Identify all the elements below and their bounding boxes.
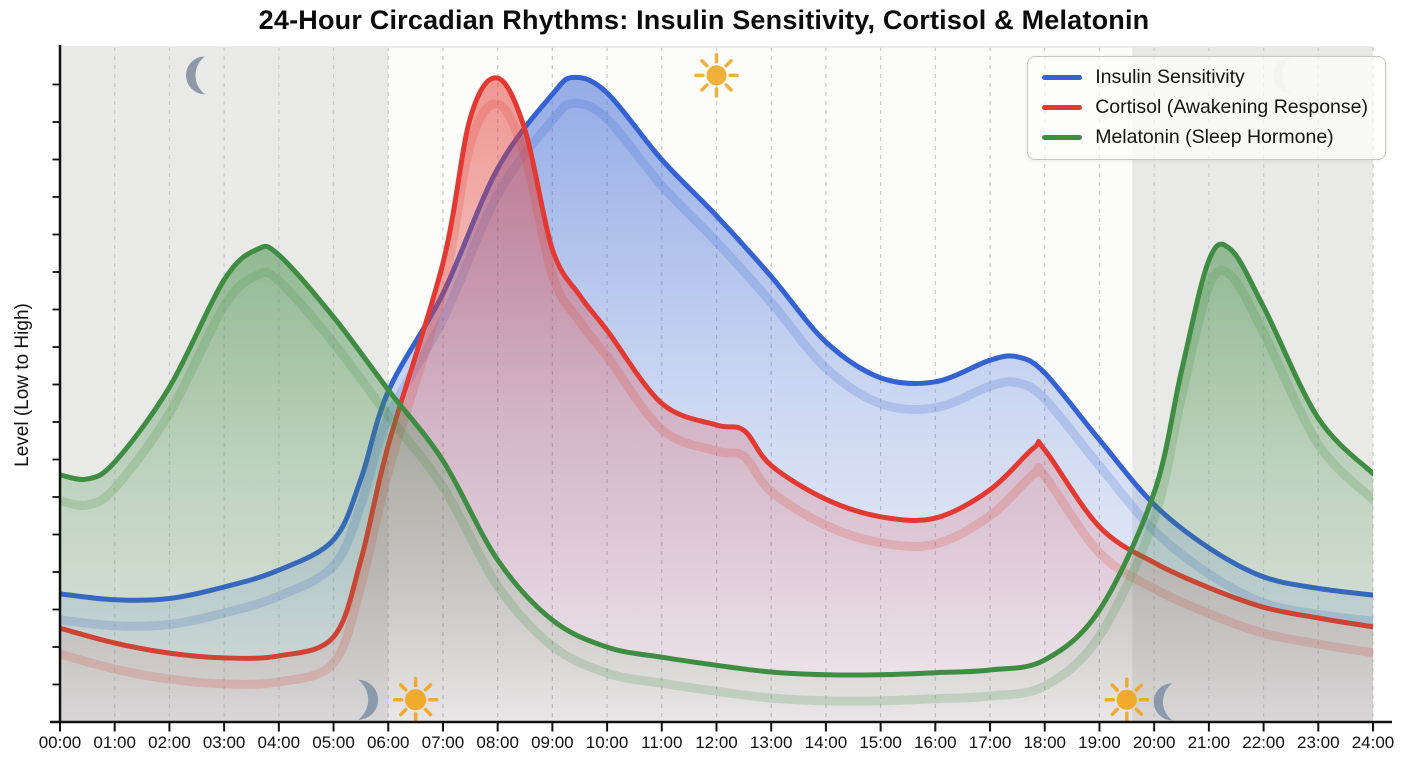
sun-body — [1116, 689, 1137, 710]
sun-ray — [1134, 707, 1144, 717]
x-tick-label: 10:00 — [586, 733, 629, 752]
legend-swatch-line — [1042, 105, 1083, 110]
x-tick-label: 08:00 — [476, 733, 519, 752]
legend-item: Insulin Sensitivity — [1042, 66, 1368, 89]
series-echo-3 — [60, 265, 1373, 706]
x-tick-label: 12:00 — [695, 733, 738, 752]
legend-item: Cortisol (Awakening Response) — [1042, 96, 1368, 119]
x-tick-label: 09:00 — [531, 733, 574, 752]
sun-icon — [392, 676, 439, 723]
x-tick-label: 17:00 — [969, 733, 1012, 752]
x-tick-label: 05:00 — [312, 733, 355, 752]
legend-item: Melatonin (Sleep Hormone) — [1042, 126, 1368, 149]
sun-ray — [423, 707, 433, 717]
sun-ray — [398, 683, 408, 692]
legend-swatch-line — [1042, 75, 1083, 80]
sun-body — [706, 65, 727, 86]
x-tick-label: 18:00 — [1023, 733, 1066, 752]
x-tick-label: 07:00 — [422, 733, 465, 752]
legend-item-label: Melatonin (Sleep Hormone) — [1095, 126, 1334, 148]
sun-ray — [423, 683, 433, 692]
x-tick-label: 22:00 — [1242, 733, 1285, 752]
series-area-3 — [60, 244, 1373, 722]
x-tick-label: 19:00 — [1078, 733, 1121, 752]
x-tick-label: 02:00 — [148, 733, 191, 752]
sun-ray — [1110, 707, 1119, 717]
chart-title: 24-Hour Circadian Rhythms: Insulin Sensi… — [258, 5, 1150, 35]
legend-swatch-line — [1042, 135, 1083, 140]
moon-icon — [358, 679, 379, 720]
sun-icon — [694, 53, 739, 98]
series-line-3 — [60, 241, 1373, 678]
x-tick-label: 13:00 — [750, 733, 793, 752]
x-tick-label: 23:00 — [1297, 733, 1340, 752]
sun-ray — [398, 707, 408, 717]
x-tick-label: 21:00 — [1188, 733, 1231, 752]
x-tick-label: 06:00 — [367, 733, 410, 752]
moon-icon — [185, 56, 205, 95]
sun-ray — [724, 59, 733, 68]
x-tick-label: 15:00 — [859, 733, 902, 752]
sun-ray — [1110, 683, 1119, 692]
sun-ray — [1134, 683, 1144, 692]
sun-ray — [700, 83, 709, 92]
moon-icon — [1153, 683, 1173, 721]
x-tick-label: 01:00 — [93, 733, 136, 752]
sun-body — [405, 689, 427, 711]
x-tick-label: 20:00 — [1133, 733, 1176, 752]
legend-item-label: Cortisol (Awakening Response) — [1095, 96, 1368, 118]
sun-ray — [700, 59, 709, 68]
x-tick-label: 24:00 — [1352, 733, 1395, 752]
x-tick-label: 14:00 — [805, 733, 848, 752]
x-tick-label: 11:00 — [641, 733, 682, 752]
legend-item-label: Insulin Sensitivity — [1095, 66, 1245, 88]
legend: Insulin Sensitivity Cortisol (Awakening … — [1027, 56, 1386, 160]
x-tick-label: 00:00 — [39, 733, 82, 752]
sun-icon — [1104, 677, 1150, 723]
x-tick-label: 16:00 — [914, 733, 957, 752]
y-axis-label: Level (Low to High) — [12, 303, 33, 467]
x-tick-label: 04:00 — [258, 733, 301, 752]
x-tick-label: 03:00 — [203, 733, 246, 752]
sun-ray — [724, 83, 733, 92]
